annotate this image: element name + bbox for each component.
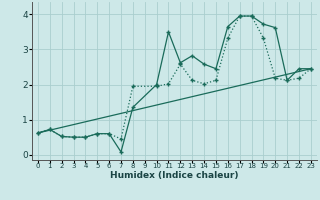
X-axis label: Humidex (Indice chaleur): Humidex (Indice chaleur)	[110, 171, 239, 180]
